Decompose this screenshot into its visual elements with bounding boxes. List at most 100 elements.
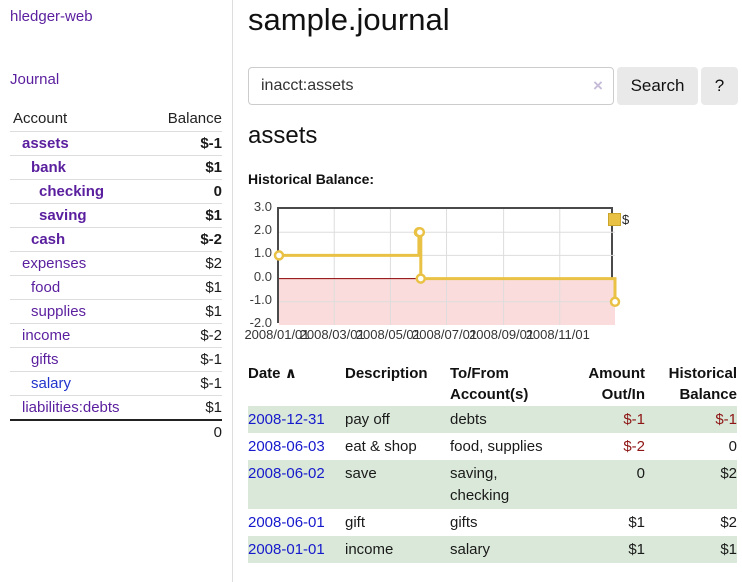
x-axis-tick-label: 2008/11/01 — [525, 327, 590, 342]
account-balance: $-2 — [149, 323, 222, 348]
account-link-checking[interactable]: checking — [39, 183, 105, 200]
account-row: saving $1 — [10, 203, 222, 228]
account-row: salary $-1 — [10, 371, 222, 396]
transaction-row: 2008-06-03 eat & shop food, supplies $-2 0 — [248, 433, 737, 460]
x-axis-tick-label: 2008/09/01 — [469, 327, 535, 342]
app-title-link[interactable]: hledger-web — [10, 8, 93, 25]
transaction-row: 2008-01-01 income salary $1 $1 — [248, 536, 737, 563]
transaction-balance: $1 — [720, 541, 737, 558]
accounts-total-row: 0 — [10, 418, 222, 444]
register-header-accounts: To/From Account(s) — [450, 365, 529, 403]
account-balance: $1 — [149, 275, 222, 300]
account-balance: $-1 — [149, 131, 222, 156]
y-axis-tick-label: 3.0 — [253, 199, 272, 214]
transaction-date-link[interactable]: 2008-06-02 — [248, 465, 325, 482]
accounts-header-row: Account Balance — [10, 106, 222, 132]
clear-search-icon[interactable]: × — [593, 76, 603, 95]
account-balance: $1 — [149, 395, 222, 420]
historical-balance-chart — [273, 207, 621, 325]
x-axis-tick-label: 2008/01/01 — [244, 327, 310, 342]
account-row: income $-2 — [10, 323, 222, 348]
search-input[interactable] — [248, 67, 614, 105]
register-header-balance: Historical Balance — [668, 365, 737, 403]
sidebar: hledger-web Journal Account Balance asse… — [0, 0, 233, 582]
register-header-date[interactable]: Date ∧ — [248, 365, 297, 382]
transaction-date-link[interactable]: 2008-12-31 — [248, 411, 325, 428]
account-row: supplies $1 — [10, 299, 222, 324]
y-axis-tick-label: 1.0 — [253, 245, 272, 261]
account-row: checking 0 — [10, 179, 222, 204]
x-axis-tick-label: 2008/03/01 — [299, 327, 365, 342]
accounts-header-balance: Balance — [167, 110, 222, 127]
transaction-accounts: salary — [450, 541, 491, 558]
y-axis-tick-label: 0.0 — [253, 268, 272, 284]
transaction-balance: 0 — [728, 438, 737, 455]
transaction-date-link[interactable]: 2008-06-03 — [248, 438, 325, 455]
accounts-header-account: Account — [13, 110, 68, 127]
transaction-description: eat & shop — [345, 438, 417, 455]
account-row: food $1 — [10, 275, 222, 300]
account-row: gifts $-1 — [10, 347, 222, 372]
account-link-assets[interactable]: assets — [22, 135, 69, 152]
account-row: liabilities:debts $1 — [10, 395, 222, 420]
account-link-bank[interactable]: bank — [31, 159, 67, 176]
transaction-description: pay off — [345, 411, 390, 428]
transaction-description: save — [345, 465, 377, 482]
transaction-amount: $1 — [628, 541, 645, 558]
transaction-row: 2008-12-31 pay off debts $-1 $-1 — [248, 406, 737, 433]
chart-title: Historical Balance: — [248, 171, 375, 187]
legend-swatch-icon — [608, 213, 621, 226]
account-balance: $-1 — [149, 347, 222, 372]
account-row: assets $-1 — [10, 131, 222, 156]
transaction-accounts: food, supplies — [450, 438, 543, 455]
transaction-amount: 0 — [636, 465, 645, 482]
y-axis-tick-label: -2.0 — [249, 315, 272, 330]
transaction-row: 2008-06-02 save saving, checking 0 $2 — [248, 460, 737, 509]
register-header-row: Date ∧ Description To/From Account(s) Amo… — [248, 362, 737, 406]
register-header-amount: Amount Out/In — [588, 365, 645, 403]
account-link-income[interactable]: income — [22, 327, 71, 344]
account-link-supplies[interactable]: supplies — [31, 303, 87, 320]
account-balance: $1 — [149, 299, 222, 324]
legend-label: $ — [622, 212, 630, 227]
transaction-balance: $-1 — [715, 411, 737, 428]
transaction-description: income — [345, 541, 394, 558]
transaction-accounts: debts — [450, 411, 487, 428]
register-header-description: Description — [345, 365, 428, 382]
transaction-date-link[interactable]: 2008-06-01 — [248, 514, 325, 531]
x-axis-tick-label: 2008/07/01 — [411, 327, 478, 342]
account-link-liabilities-debts[interactable]: liabilities:debts — [22, 398, 120, 416]
account-balance: 0 — [149, 179, 222, 204]
account-balance: $1 — [149, 155, 222, 180]
transaction-date-link[interactable]: 2008-01-01 — [248, 541, 325, 558]
account-balance: $-1 — [149, 371, 222, 396]
account-balance: $1 — [149, 203, 222, 228]
account-link-food[interactable]: food — [31, 279, 61, 296]
chart-legend: $ — [608, 212, 629, 227]
transaction-amount: $-2 — [623, 438, 645, 455]
search-button[interactable]: Search — [617, 67, 698, 105]
account-row: expenses $2 — [10, 251, 222, 276]
account-heading: assets — [248, 122, 318, 149]
transaction-accounts: gifts — [450, 514, 478, 531]
accounts-total-balance: 0 — [149, 418, 222, 444]
help-button[interactable]: ? — [701, 67, 738, 105]
transaction-amount: $-1 — [623, 411, 645, 428]
account-link-expenses[interactable]: expenses — [22, 255, 87, 272]
account-link-saving[interactable]: saving — [39, 207, 87, 224]
transaction-description: gift — [345, 514, 366, 531]
account-balance: $2 — [149, 251, 222, 276]
page-title: sample.journal — [248, 2, 450, 37]
y-axis-tick-label: -1.0 — [249, 291, 272, 307]
account-link-salary[interactable]: salary — [31, 375, 72, 392]
account-row: bank $1 — [10, 155, 222, 180]
x-axis-tick-label: 2008/05/01 — [355, 327, 421, 342]
transaction-balance: $2 — [720, 514, 737, 531]
account-link-gifts[interactable]: gifts — [31, 351, 59, 368]
account-link-cash[interactable]: cash — [31, 231, 66, 248]
transaction-balance: $2 — [720, 465, 737, 482]
sidebar-item-journal[interactable]: Journal — [10, 71, 60, 88]
transaction-accounts: saving, checking — [450, 465, 510, 504]
transaction-amount: $1 — [628, 514, 645, 531]
sort-ascending-icon: ∧ — [284, 365, 297, 382]
